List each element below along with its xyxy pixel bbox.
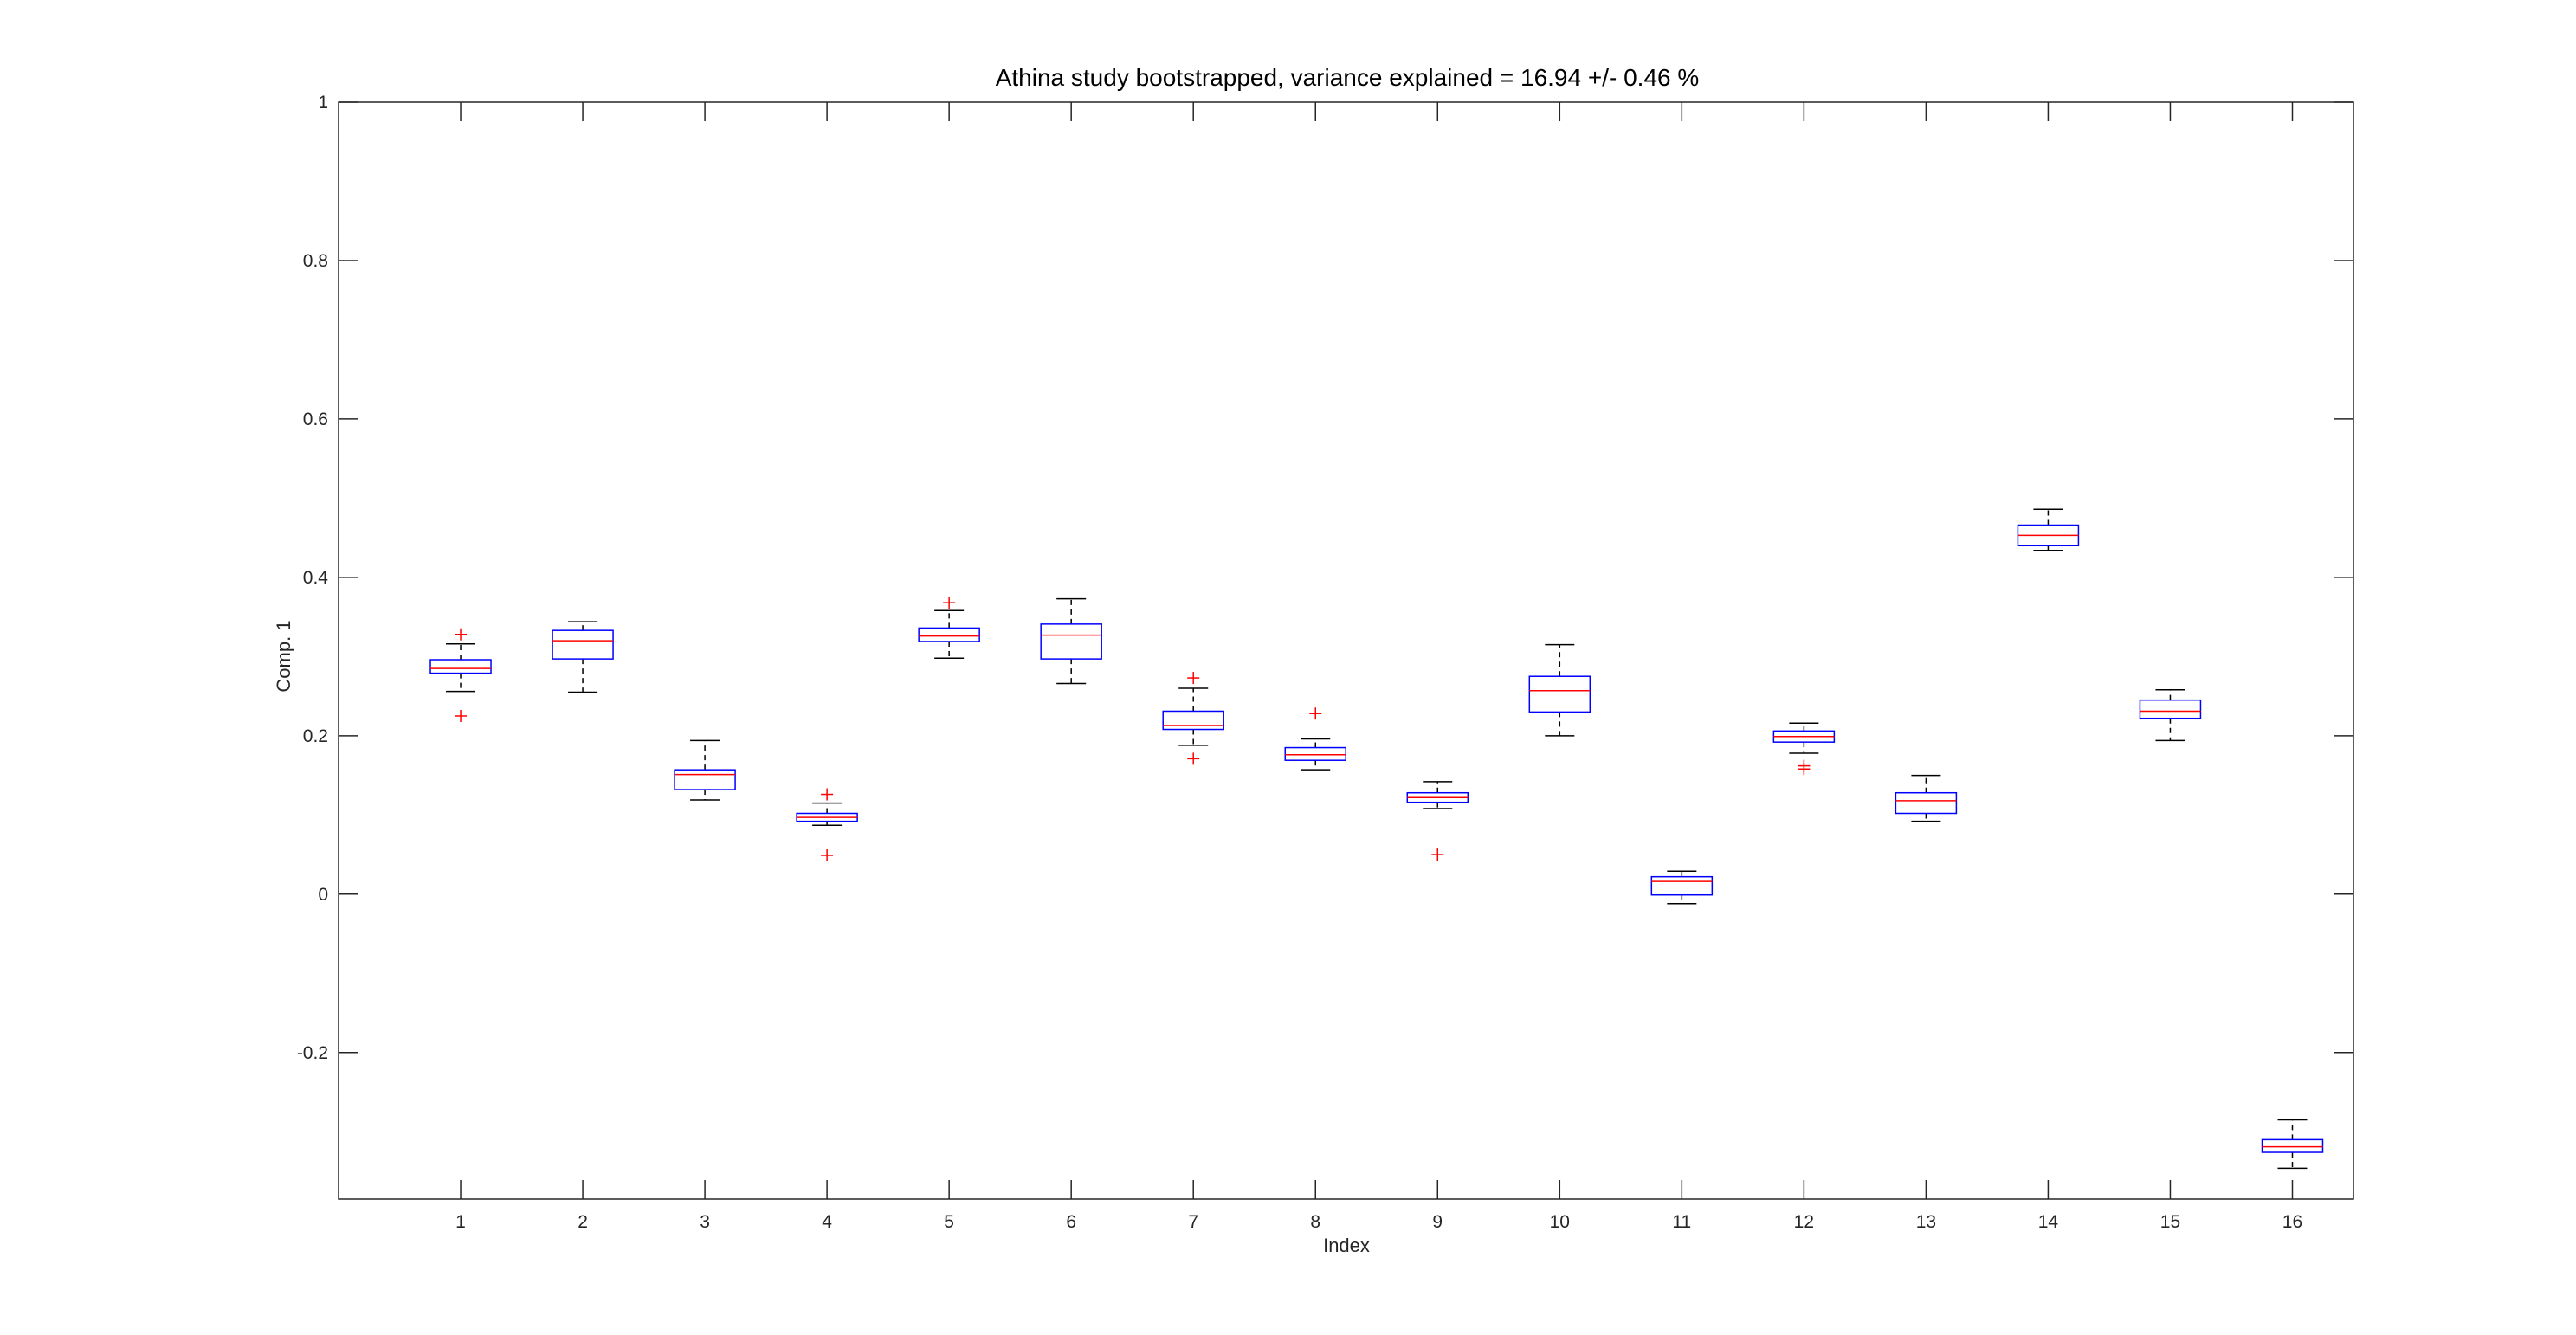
iqr-box — [1528, 675, 1591, 713]
iqr-box — [918, 627, 980, 642]
iqr-box — [1162, 710, 1224, 731]
box-1 — [429, 628, 492, 722]
iqr-box — [1650, 875, 1714, 896]
iqr-box — [1040, 623, 1102, 660]
y-tick-label: 0 — [318, 885, 328, 905]
outlier-marker — [1431, 848, 1444, 861]
iqr-box — [2261, 1138, 2324, 1153]
x-tick-label: 16 — [2282, 1212, 2302, 1232]
x-tick-label: 10 — [1550, 1212, 1570, 1232]
outlier-marker — [821, 788, 834, 801]
x-tick-label: 7 — [1188, 1212, 1198, 1232]
iqr-box — [1895, 791, 1958, 815]
x-tick-label: 9 — [1432, 1212, 1443, 1232]
x-tick-label: 11 — [1672, 1212, 1691, 1232]
box-16 — [2261, 1119, 2324, 1170]
y-tick-label: 1 — [318, 93, 328, 113]
x-tick-label: 4 — [822, 1212, 832, 1232]
box-15 — [2139, 689, 2202, 742]
box-5 — [918, 597, 980, 659]
x-tick-label: 13 — [1916, 1212, 1936, 1232]
x-tick-label: 15 — [2160, 1212, 2180, 1232]
box-10 — [1528, 643, 1591, 737]
box-2 — [552, 621, 614, 693]
plot-area — [338, 101, 2354, 1200]
iqr-box — [552, 629, 614, 660]
outlier-marker — [455, 628, 468, 641]
x-tick-label: 3 — [700, 1212, 710, 1232]
outlier-marker — [943, 597, 956, 609]
y-tick-label: 0.2 — [303, 726, 328, 746]
x-tick-label: 2 — [578, 1212, 588, 1232]
box-13 — [1895, 774, 1958, 822]
box-4 — [796, 788, 858, 861]
box-9 — [1406, 781, 1469, 861]
x-tick-label: 8 — [1310, 1212, 1320, 1232]
iqr-box — [2139, 699, 2202, 719]
x-tick-label: 12 — [1794, 1212, 1814, 1232]
x-axis: 1 2 3 4 5 6 7 8 9 10 11 12 13 14 15 16 — [455, 102, 2302, 1232]
outlier-marker — [1187, 752, 1200, 765]
y-tick-label: 0.8 — [303, 251, 328, 271]
box-7 — [1162, 672, 1224, 765]
iqr-box — [674, 769, 736, 790]
x-tick-label: 1 — [455, 1212, 466, 1232]
box-3 — [674, 739, 736, 801]
outlier-marker — [821, 848, 834, 861]
box-12 — [1772, 722, 1836, 776]
y-tick-label: 0.4 — [303, 568, 329, 588]
y-axis-label: Comp. 1 — [273, 620, 294, 692]
box-14 — [2017, 508, 2080, 551]
box-series — [429, 508, 2324, 1170]
outlier-marker — [1798, 763, 1811, 776]
outlier-marker — [455, 709, 468, 722]
y-tick-label: -0.2 — [297, 1043, 328, 1063]
x-axis-label: Index — [1323, 1235, 1370, 1256]
iqr-box — [429, 659, 492, 674]
x-tick-label: 6 — [1066, 1212, 1076, 1232]
axes-frame — [338, 101, 2354, 1200]
box-11 — [1650, 870, 1714, 905]
chart-title: Athina study bootstrapped, variance expl… — [996, 64, 1700, 91]
box-8 — [1284, 707, 1346, 771]
x-tick-label: 5 — [944, 1212, 954, 1232]
outlier-marker — [1309, 707, 1322, 720]
outlier-marker — [1187, 672, 1200, 685]
box-6 — [1040, 597, 1102, 685]
y-tick-label: 0.6 — [303, 410, 328, 429]
iqr-box — [1284, 746, 1346, 761]
y-axis: -0.2 0 0.2 0.4 0.6 0.8 1 — [297, 93, 2353, 1063]
x-tick-label: 14 — [2038, 1212, 2059, 1232]
